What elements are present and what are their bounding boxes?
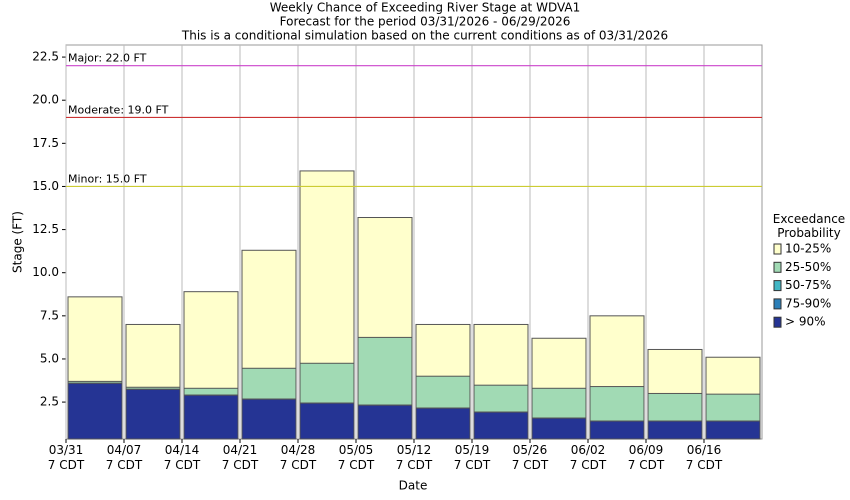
legend-swatch (773, 243, 782, 255)
legend-swatch (773, 261, 782, 273)
y-tick-label: 22.5 (32, 50, 59, 64)
y-tick-label: 12.5 (32, 222, 59, 236)
legend-swatch (773, 298, 782, 310)
bar (531, 417, 587, 440)
x-tick-label: 06/09 7 CDT (627, 443, 665, 472)
bar (299, 402, 355, 440)
y-tick-label: 17.5 (32, 136, 59, 150)
y-tick-label: 5.0 (40, 351, 59, 365)
chart-subtitle: Forecast for the period 03/31/2026 - 06/… (280, 15, 571, 29)
x-tick-label: 05/05 7 CDT (337, 443, 375, 472)
bar (647, 420, 703, 440)
bar (67, 382, 123, 440)
legend-label: 75-90% (785, 296, 831, 310)
x-tick-label: 06/16 7 CDT (685, 443, 723, 472)
chart-title: Weekly Chance of Exceeding River Stage a… (270, 1, 581, 15)
legend-title: Exceedance Probability (772, 212, 846, 240)
x-tick-label: 04/14 7 CDT (163, 443, 201, 472)
x-tick-label: 04/07 7 CDT (105, 443, 143, 472)
x-tick-label: 04/28 7 CDT (279, 443, 317, 472)
bar (241, 398, 297, 440)
legend-label: 50-75% (785, 278, 831, 292)
bar (415, 407, 471, 440)
legend-swatch (773, 280, 782, 292)
legend-label: 10-25% (785, 242, 831, 256)
x-tick-label: 06/02 7 CDT (569, 443, 607, 472)
y-tick-label: 7.5 (40, 308, 59, 322)
legend-swatch (773, 316, 782, 328)
threshold-label: Major: 22.0 FT (68, 52, 147, 65)
y-tick-label: 2.5 (40, 395, 59, 409)
bar (473, 411, 529, 440)
legend-label: > 90% (785, 315, 826, 329)
x-tick-label: 05/26 7 CDT (511, 443, 549, 472)
y-tick-label: 15.0 (32, 179, 59, 193)
x-tick-label: 05/19 7 CDT (453, 443, 491, 472)
chart-subtitle: This is a conditional simulation based o… (181, 29, 668, 43)
y-tick-label: 10.0 (32, 265, 59, 279)
bar (357, 404, 413, 440)
bar (183, 394, 239, 440)
x-tick-label: 05/12 7 CDT (395, 443, 433, 472)
bar (125, 388, 181, 440)
bar (705, 420, 761, 440)
y-tick-label: 20.0 (32, 93, 59, 107)
x-tick-label: 03/31 7 CDT (47, 443, 85, 472)
x-tick-label: 04/21 7 CDT (221, 443, 259, 472)
x-axis-label: Date (399, 479, 428, 493)
y-axis-label: Stage (FT) (11, 211, 25, 273)
legend-label: 25-50% (785, 260, 831, 274)
bar (589, 420, 645, 440)
threshold-label: Moderate: 19.0 FT (68, 103, 169, 116)
threshold-label: Minor: 15.0 FT (68, 172, 147, 185)
